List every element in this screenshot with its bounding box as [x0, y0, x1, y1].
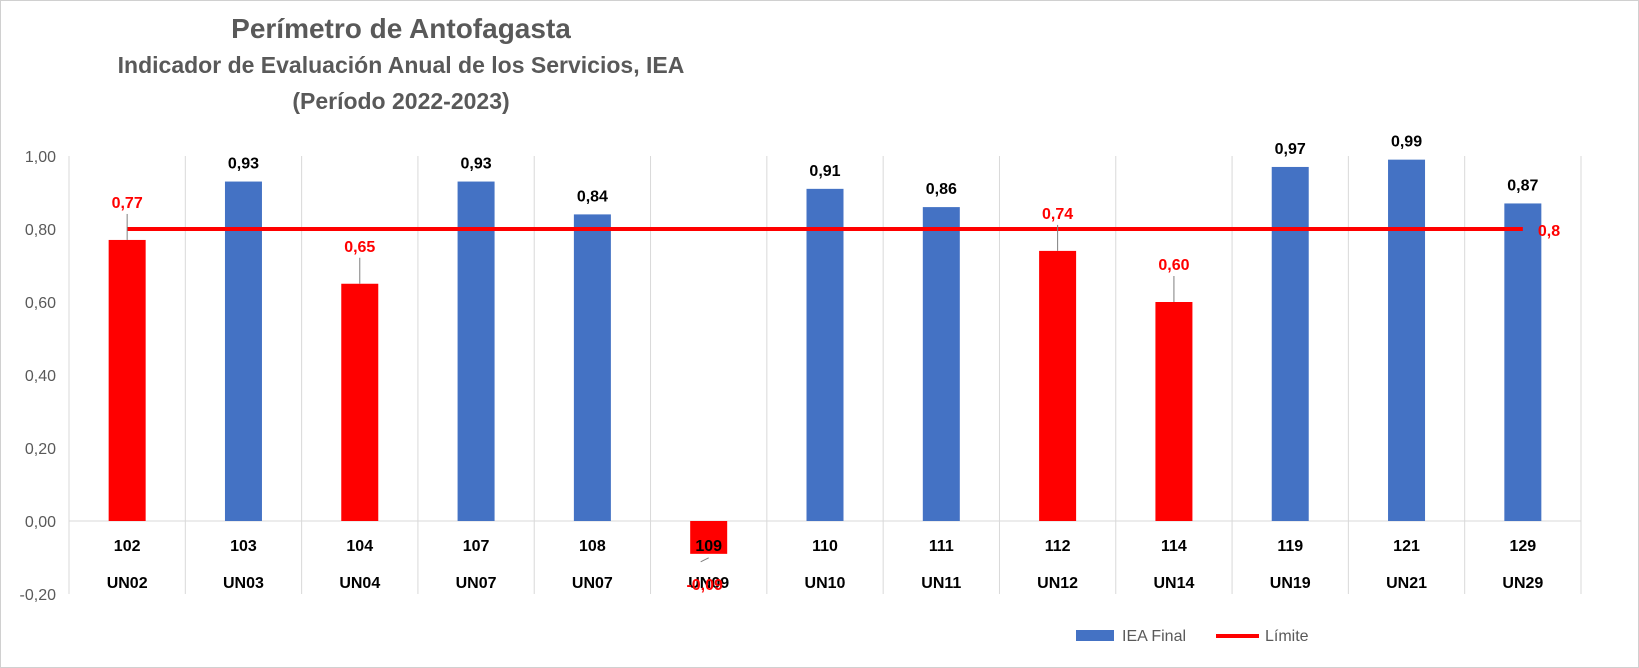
y-tick-label: 0,00 [25, 514, 56, 531]
x-group-label: UN14 [1153, 575, 1194, 592]
chart-subtitle: Indicador de Evaluación Anual de los Ser… [117, 52, 685, 78]
x-tick-label: 121 [1393, 538, 1420, 555]
x-tick-label: 107 [463, 538, 490, 555]
x-group-label: UN10 [805, 575, 846, 592]
legend-label-limite: Límite [1265, 628, 1309, 645]
x-tick-label: 110 [812, 538, 838, 555]
data-label: 0,60 [1158, 257, 1189, 274]
data-label: 0,86 [926, 181, 957, 198]
data-label: 0,65 [344, 239, 375, 256]
data-label-leader [700, 557, 709, 563]
x-tick-label: 102 [114, 538, 141, 555]
x-tick-label: 112 [1045, 538, 1071, 555]
x-group-label: UN12 [1037, 575, 1078, 592]
chart-titles: Perímetro de Antofagasta Indicador de Ev… [61, 11, 741, 119]
bar-110 [806, 188, 844, 521]
data-label: 0,93 [461, 156, 492, 173]
x-group-label: UN29 [1502, 575, 1543, 592]
bar-129 [1504, 203, 1542, 521]
x-tick-label: 109 [695, 538, 722, 555]
limit-value-label: 0,8 [1538, 223, 1560, 240]
bar-114 [1155, 302, 1193, 521]
x-group-label: UN09 [688, 575, 729, 592]
y-tick-label: -0,20 [20, 587, 57, 604]
data-label: 0,77 [112, 195, 143, 212]
bar-109 [690, 521, 728, 554]
y-tick-label: 0,60 [25, 295, 56, 312]
data-label: 0,74 [1042, 206, 1073, 223]
x-group-label: UN03 [223, 575, 264, 592]
x-tick-label: 119 [1277, 538, 1303, 555]
data-label: -0,09 [686, 577, 723, 594]
bar-112 [1039, 250, 1077, 521]
bar-102 [108, 239, 146, 521]
x-tick-label: 104 [346, 538, 373, 555]
data-label: 0,97 [1275, 141, 1306, 158]
x-tick-label: 111 [929, 538, 954, 555]
x-group-label: UN07 [572, 575, 613, 592]
bar-119 [1271, 166, 1309, 521]
chart-subtitle-period: (Período 2022-2023) [292, 88, 510, 114]
x-tick-label: 103 [230, 538, 257, 555]
bar-107 [457, 181, 495, 522]
x-group-label: UN04 [339, 575, 380, 592]
x-tick-label: 129 [1509, 538, 1536, 555]
data-label: 0,93 [228, 156, 259, 173]
legend-label-iea-final: IEA Final [1122, 628, 1186, 645]
x-tick-label: 114 [1161, 538, 1187, 555]
data-label: 0,91 [809, 163, 840, 180]
x-group-label: UN02 [107, 575, 148, 592]
data-label: 0,84 [577, 188, 608, 205]
bar-121 [1388, 159, 1426, 521]
x-group-label: UN21 [1386, 575, 1427, 592]
bar-108 [573, 214, 611, 521]
y-tick-label: 0,80 [25, 222, 56, 239]
x-group-label: UN11 [921, 575, 961, 592]
x-tick-label: 108 [579, 538, 606, 555]
x-group-label: UN07 [456, 575, 497, 592]
x-group-label: UN19 [1270, 575, 1311, 592]
data-label: 0,87 [1507, 177, 1538, 194]
y-tick-label: 0,40 [25, 368, 56, 385]
chart-title: Perímetro de Antofagasta [231, 13, 571, 44]
bar-111 [922, 207, 960, 521]
y-tick-label: 0,20 [25, 441, 56, 458]
bar-104 [341, 283, 379, 521]
legend-swatch-iea-final [1076, 630, 1114, 641]
data-label: 0,99 [1391, 134, 1422, 151]
bar-103 [224, 181, 262, 522]
y-tick-label: 1,00 [25, 149, 56, 166]
